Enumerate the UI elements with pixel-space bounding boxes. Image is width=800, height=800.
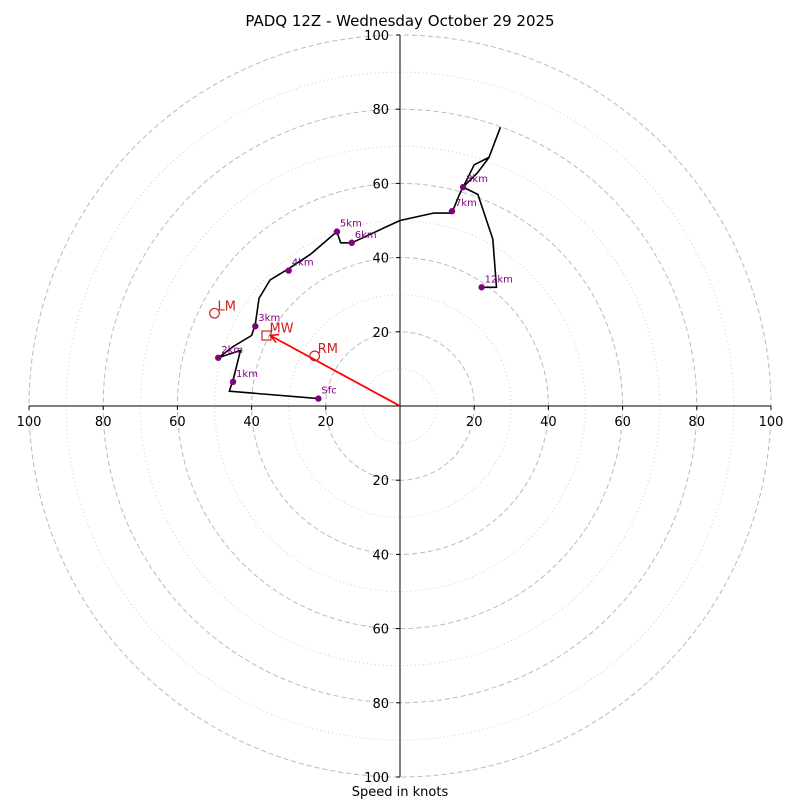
y-tick-label: 20 (372, 474, 389, 489)
height-label-5km: 5km (340, 219, 362, 230)
height-marker-7km (448, 208, 456, 215)
y-tick-label: 80 (372, 103, 389, 118)
y-tick-label: 80 (372, 697, 389, 712)
x-tick-label: 20 (318, 415, 335, 430)
lm-label: LM (218, 299, 236, 314)
height-label-2km: 2km (221, 345, 243, 356)
y-tick-label: 40 (372, 252, 389, 267)
x-axis-label: Speed in knots (352, 785, 449, 800)
rm-label: RM (318, 342, 338, 357)
x-tick-label: 40 (243, 415, 260, 430)
x-tick-label: 60 (614, 415, 631, 430)
height-marker-1km (229, 378, 237, 386)
x-tick-label: 80 (689, 415, 706, 430)
shear-vector (268, 333, 401, 407)
x-tick-label: 60 (169, 415, 186, 430)
height-marker-2km (215, 354, 222, 361)
height-marker-sfc (315, 395, 322, 402)
height-label-6km: 6km (355, 230, 377, 241)
height-label-7km: 7km (455, 198, 477, 209)
height-marker-5km (333, 228, 341, 235)
x-tick-label: 40 (540, 415, 557, 430)
height-label-sfc: Sfc (321, 386, 336, 397)
storm-motion-markers: LM RM MW (209, 299, 338, 362)
rm-marker (309, 350, 321, 362)
y-tick-label: 60 (372, 177, 389, 192)
y-tick-label: 100 (364, 771, 389, 786)
x-tick-label: 20 (466, 415, 483, 430)
height-marker-3km (252, 323, 259, 330)
mean-wind-vector (269, 334, 401, 407)
y-tick-label: 40 (372, 548, 389, 563)
height-marker-4km (285, 267, 292, 274)
tick-labels: 100 80 60 40 20 20 40 60 80 100 100 80 60 40 20 20 40 60 8… (17, 29, 784, 786)
mw-label: MW (269, 322, 293, 337)
x-tick-label: 100 (17, 415, 42, 430)
height-marker-6km (348, 239, 355, 246)
height-marker-8km (459, 183, 467, 191)
height-label-1km: 1km (236, 369, 258, 380)
y-tick-label: 60 (372, 623, 389, 638)
y-tick-label: 100 (364, 29, 389, 44)
height-marker-12km (478, 284, 485, 291)
hodograph-trace (217, 127, 502, 400)
mw-marker (261, 330, 272, 341)
height-label-8km: 8km (466, 174, 488, 185)
vector-arrowhead (268, 333, 280, 343)
height-label-3km: 3km (258, 313, 280, 324)
x-tick-label: 100 (759, 415, 784, 430)
y-tick-label: 20 (372, 326, 389, 341)
chart-title: PADQ 12Z - Wednesday October 29 2025 (245, 12, 554, 30)
x-tick-label: 80 (95, 415, 112, 430)
wind-profile-line (217, 127, 502, 400)
height-label-4km: 4km (292, 258, 314, 269)
lm-marker (209, 307, 220, 319)
height-label-12km: 12km (485, 274, 513, 285)
